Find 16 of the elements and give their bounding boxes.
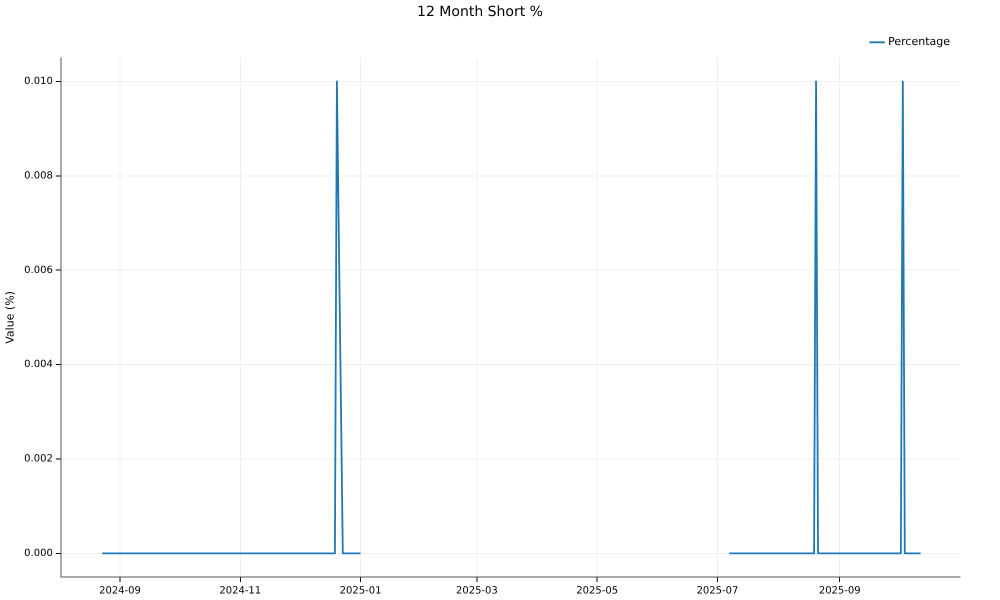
x-tick-label: 2025-07 bbox=[696, 586, 738, 597]
y-tick-label: 0.010 bbox=[24, 76, 53, 87]
x-tick-label: 2024-09 bbox=[99, 586, 141, 597]
y-tick-label: 0.000 bbox=[24, 548, 53, 559]
y-tick-label: 0.008 bbox=[24, 170, 53, 182]
x-tick-label: 2025-05 bbox=[576, 586, 618, 597]
y-tick-label: 0.004 bbox=[24, 359, 53, 370]
x-tick-label: 2025-03 bbox=[456, 586, 498, 597]
x-tick-label: 2024-11 bbox=[219, 586, 262, 597]
x-tick-label: 2025-09 bbox=[818, 586, 861, 597]
y-tick-label: 0.006 bbox=[24, 264, 53, 276]
x-tick-label: 2025-01 bbox=[340, 586, 382, 597]
y-tick-label: 0.002 bbox=[24, 454, 53, 465]
y-axis-title: Value (%) bbox=[3, 291, 16, 344]
chart-title: 12 Month Short % bbox=[417, 4, 543, 20]
legend-label: Percentage bbox=[888, 35, 950, 48]
